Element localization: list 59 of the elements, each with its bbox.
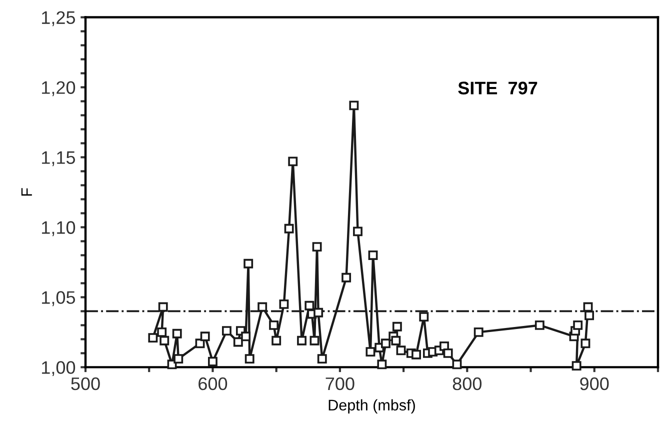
point <box>368 250 378 260</box>
point <box>317 354 327 364</box>
point <box>312 242 322 252</box>
x-tick-label: 500 <box>71 377 100 390</box>
y-tick-label: 1,15 <box>42 151 76 166</box>
point <box>208 356 218 366</box>
point <box>381 338 390 348</box>
y-tick-label: 1,00 <box>42 361 76 376</box>
point <box>288 156 298 166</box>
point <box>353 226 362 236</box>
point <box>572 361 582 371</box>
point <box>148 333 158 343</box>
x-axis-title: Depth (mbsf) <box>328 399 415 414</box>
point <box>366 347 376 357</box>
point <box>412 350 421 360</box>
x-tick-label: 800 <box>452 377 482 390</box>
x-tick-label: 900 <box>580 377 609 390</box>
point <box>314 308 324 318</box>
y-tick-label: 1,20 <box>42 81 76 96</box>
point <box>284 224 294 234</box>
x-tick-label: 700 <box>326 377 354 390</box>
point <box>200 332 210 342</box>
y-tick-label: 1,10 <box>42 221 76 236</box>
point <box>160 336 170 346</box>
y-tick-label: 1,25 <box>42 11 76 26</box>
point <box>157 327 167 337</box>
point <box>304 300 314 310</box>
point <box>419 312 429 322</box>
point <box>244 354 254 364</box>
y-axis-title: F <box>21 188 32 196</box>
point <box>174 354 184 364</box>
point <box>392 322 402 332</box>
point <box>310 336 320 346</box>
point <box>244 258 254 268</box>
point <box>272 336 282 346</box>
y-tick-label: 1,05 <box>42 291 76 306</box>
point <box>342 272 352 282</box>
point <box>269 320 279 330</box>
point <box>158 302 168 312</box>
point <box>233 337 243 347</box>
point <box>241 332 251 342</box>
point <box>279 299 289 309</box>
point <box>258 302 268 312</box>
point <box>297 336 306 346</box>
point <box>443 348 453 358</box>
point <box>349 100 359 110</box>
point <box>584 310 594 320</box>
point <box>377 360 387 370</box>
point <box>573 320 583 330</box>
point <box>222 326 232 336</box>
point <box>396 346 406 356</box>
annotation: SITE 797 <box>458 82 538 94</box>
point <box>580 338 590 348</box>
x-tick-label: 600 <box>198 377 228 390</box>
point <box>452 360 462 370</box>
point <box>474 327 484 337</box>
point <box>391 336 401 346</box>
point <box>172 328 182 338</box>
point <box>534 320 544 330</box>
